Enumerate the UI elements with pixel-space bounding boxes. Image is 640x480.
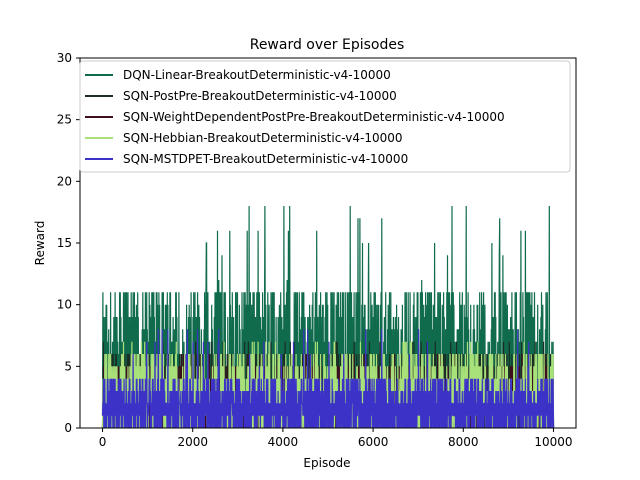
legend-entry: SQN-MSTDPET-BreakoutDeterministic-v4-100… (123, 152, 408, 166)
y-axis: 0 5 10 15 20 25 30 (57, 51, 80, 435)
y-tick-label: 0 (64, 421, 72, 435)
x-axis-label: Episode (303, 456, 350, 470)
legend-entry: SQN-PostPre-BreakoutDeterministic-v4-100… (123, 89, 397, 103)
x-tick-label: 8000 (448, 435, 479, 449)
x-tick-label: 6000 (358, 435, 389, 449)
series-line (101, 329, 555, 428)
x-tick-label: 0 (99, 435, 107, 449)
y-tick-label: 5 (64, 359, 72, 373)
y-tick-label: 25 (57, 113, 72, 127)
legend: DQN-Linear-BreakoutDeterministic-v4-1000… (79, 60, 571, 173)
x-tick-label: 4000 (268, 435, 299, 449)
x-tick-label: 2000 (177, 435, 208, 449)
legend-entry: SQN-Hebbian-BreakoutDeterministic-v4-100… (123, 131, 403, 145)
chart-title: Reward over Episodes (250, 37, 405, 53)
y-tick-label: 30 (57, 51, 72, 65)
y-tick-label: 10 (57, 298, 72, 312)
y-tick-label: 15 (57, 236, 72, 250)
legend-box (79, 60, 571, 173)
x-tick-label: 10000 (534, 435, 572, 449)
x-axis: 0 2000 4000 6000 8000 10000 (99, 428, 573, 449)
y-axis-label: Reward (33, 221, 47, 266)
series-layer (101, 205, 555, 428)
y-tick-label: 20 (57, 174, 72, 188)
legend-entry: DQN-Linear-BreakoutDeterministic-v4-1000… (123, 68, 391, 82)
legend-entry: SQN-WeightDependentPostPre-BreakoutDeter… (123, 110, 505, 124)
